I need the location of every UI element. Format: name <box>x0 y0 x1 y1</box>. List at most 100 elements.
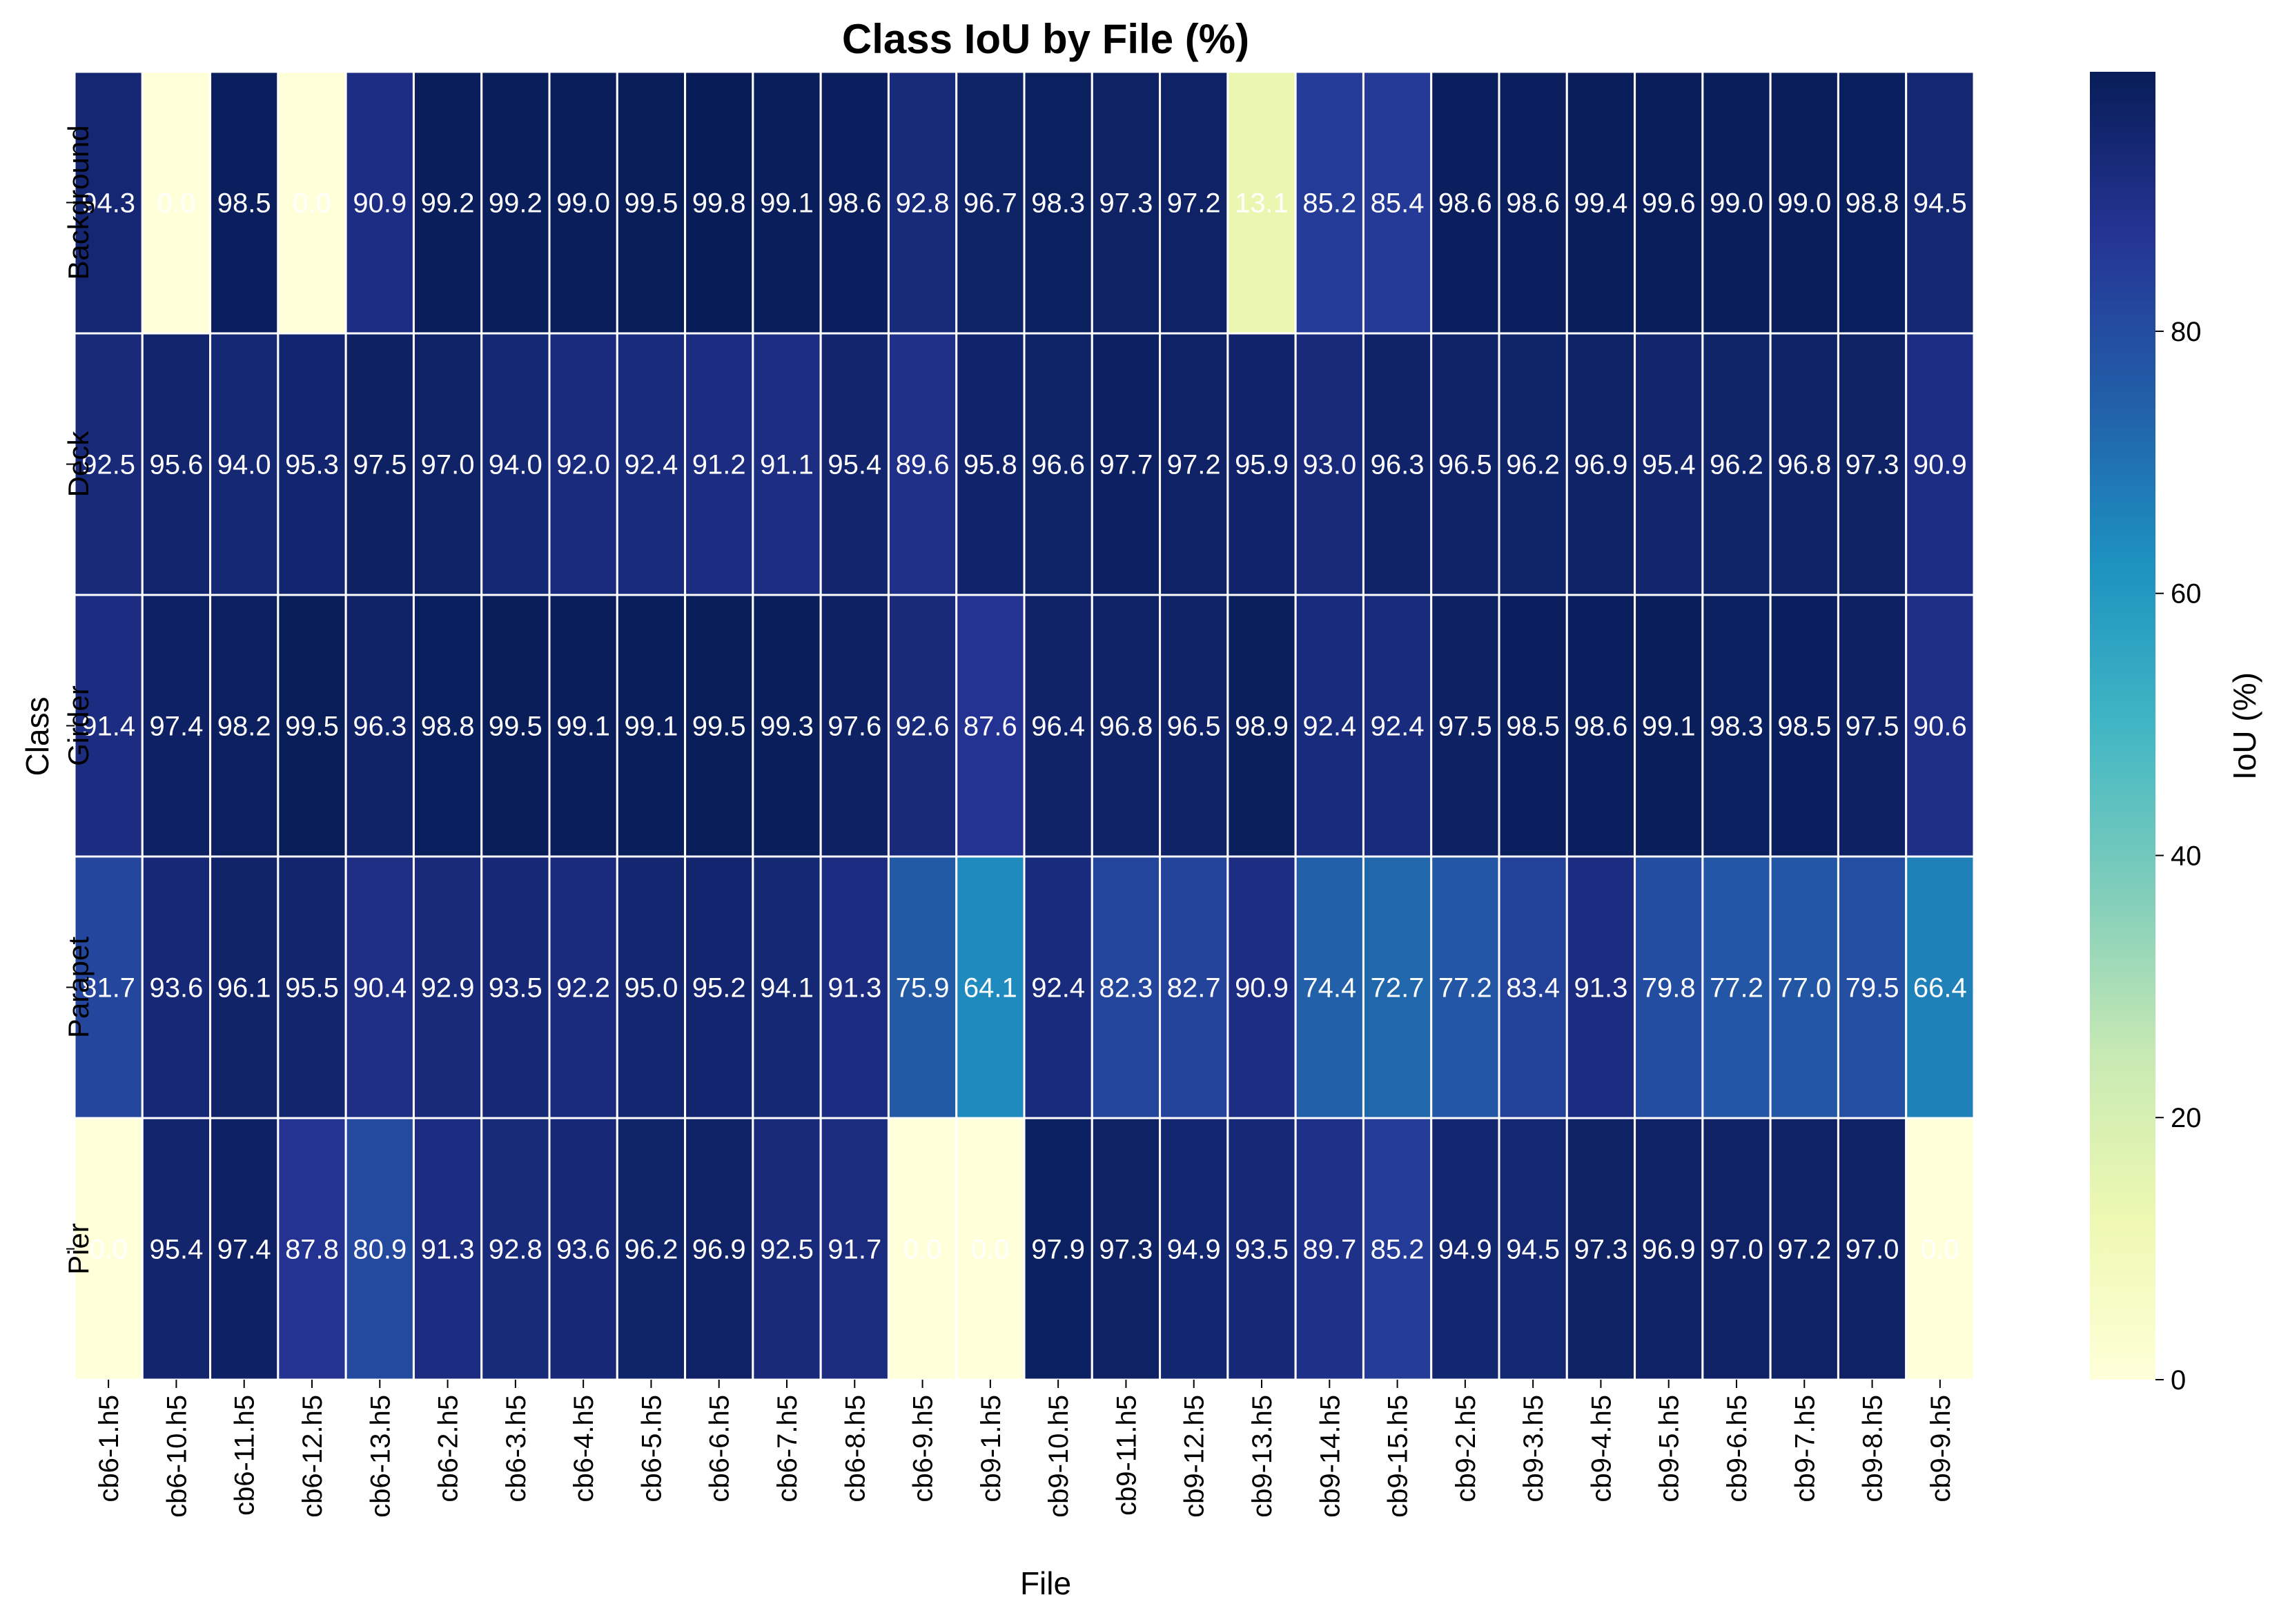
heatmap-cell <box>73 70 144 335</box>
column-tick-label: cb9-7.h5 <box>1790 1395 1820 1503</box>
cell-value-label: 96.3 <box>1371 450 1425 480</box>
cell-value-label: 98.9 <box>1235 712 1289 742</box>
cell-value-label: 72.7 <box>1371 973 1425 1004</box>
cell-value-label: 99.0 <box>1777 188 1831 219</box>
cell-value-label: 97.3 <box>1099 188 1153 219</box>
heatmap-cell <box>548 594 618 858</box>
heatmap-cell <box>1905 332 1975 596</box>
heatmap-cell <box>955 70 1026 335</box>
column-tick-label: cb6-6.h5 <box>705 1395 735 1503</box>
cell-value-label: 90.9 <box>1235 973 1289 1004</box>
cell-value-label: 75.9 <box>896 973 950 1004</box>
column-tick-label: cb6-5.h5 <box>636 1395 667 1503</box>
heatmap-cell <box>480 594 551 858</box>
heatmap-cell <box>1023 855 1093 1119</box>
cell-value-label: 13.1 <box>1235 188 1289 219</box>
cell-value-label: 99.0 <box>1710 188 1763 219</box>
heatmap-cell <box>1090 855 1162 1119</box>
heatmap-cell <box>1090 70 1162 335</box>
column-tick-label: cb9-15.h5 <box>1383 1395 1414 1518</box>
cell-value-label: 92.8 <box>489 1235 542 1265</box>
cell-value-label: 97.0 <box>421 450 475 480</box>
heatmap-cell <box>277 332 347 596</box>
cell-value-label: 77.0 <box>1777 973 1831 1004</box>
heatmap-cell <box>1090 1117 1162 1381</box>
heatmap-cell <box>209 70 280 335</box>
cell-value-label: 96.2 <box>1710 450 1763 480</box>
heatmap-cell <box>73 1117 144 1381</box>
heatmap-cell <box>209 855 280 1119</box>
cell-value-label: 98.5 <box>1777 712 1831 742</box>
chart-title: Class IoU by File (%) <box>842 16 1249 62</box>
cell-value-label: 97.0 <box>1846 1235 1899 1265</box>
heatmap-cell <box>1837 1117 1908 1381</box>
heatmap-cell <box>752 855 822 1119</box>
cell-value-label: 94.9 <box>1167 1235 1221 1265</box>
column-tick-label: cb6-1.h5 <box>94 1395 124 1503</box>
cell-value-label: 98.5 <box>217 188 271 219</box>
cell-value-label: 95.9 <box>1235 450 1289 480</box>
heatmap-cell <box>73 594 144 858</box>
heatmap-cell <box>684 70 754 335</box>
column-tick-label: cb6-10.h5 <box>162 1395 192 1518</box>
cell-value-label: 92.8 <box>896 188 950 219</box>
heatmap-cell <box>1294 332 1365 596</box>
heatmap-cell <box>1565 70 1636 335</box>
cell-value-label: 90.4 <box>353 973 407 1004</box>
heatmap-cell <box>1905 594 1975 858</box>
cell-value-label: 92.9 <box>421 973 475 1004</box>
cell-value-label: 97.2 <box>1777 1235 1831 1265</box>
heatmap-cell <box>412 1117 483 1381</box>
heatmap-cell <box>1498 855 1568 1119</box>
column-tick-label: cb6-11.h5 <box>230 1395 260 1516</box>
row-tick-labels: Background Deck Girder Parapet Pier <box>62 125 95 1274</box>
heatmap-cell <box>887 1117 958 1381</box>
cell-value-label: 94.1 <box>760 973 814 1004</box>
column-tick-label: cb9-13.h5 <box>1247 1395 1278 1518</box>
heatmap-cell <box>1159 332 1229 596</box>
heatmap-cell <box>1090 594 1162 858</box>
cell-value-label: 90.6 <box>1913 712 1967 742</box>
cell-value-label: 92.4 <box>1031 973 1085 1004</box>
heatmap-cell <box>1023 332 1093 596</box>
cell-value-label: 92.6 <box>896 712 950 742</box>
heatmap-cell <box>1905 1117 1975 1381</box>
heatmap-cell <box>1023 594 1093 858</box>
heatmap-cell <box>1159 594 1229 858</box>
cell-value-label: 99.1 <box>760 188 814 219</box>
heatmap-cell <box>684 332 754 596</box>
heatmap-cell <box>955 332 1026 596</box>
cell-value-label: 98.8 <box>421 712 475 742</box>
column-tick-label: cb9-5.h5 <box>1654 1395 1685 1503</box>
heatmap-cell <box>1498 594 1568 858</box>
cell-value-label: 92.4 <box>1371 712 1425 742</box>
cell-value-label: 91.3 <box>421 1235 475 1265</box>
heatmap-cell <box>684 1117 754 1381</box>
cell-value-label: 82.3 <box>1099 973 1153 1004</box>
cell-value-label: 94.9 <box>1438 1235 1492 1265</box>
x-axis-label: File <box>1020 1565 1071 1601</box>
cell-value-label: 96.5 <box>1167 712 1221 742</box>
cell-value-label: 97.4 <box>217 1235 271 1265</box>
cell-value-label: 99.5 <box>285 712 339 742</box>
cell-value-label: 90.9 <box>353 188 407 219</box>
heatmap-cell <box>819 332 890 596</box>
heatmap-cell <box>1905 70 1975 335</box>
heatmap-cell <box>1159 855 1229 1119</box>
cell-value-label: 0.0 <box>293 188 331 219</box>
cell-value-label: 97.5 <box>1438 712 1492 742</box>
column-tick-label: cb9-10.h5 <box>1044 1395 1074 1518</box>
heatmap-cell <box>887 70 958 335</box>
cell-value-label: 99.5 <box>692 712 746 742</box>
cell-value-label: 91.4 <box>81 712 135 742</box>
cell-value-label: 89.6 <box>896 450 950 480</box>
heatmap-cell <box>344 1117 415 1381</box>
cell-value-label: 97.3 <box>1099 1235 1153 1265</box>
heatmap-cell <box>1430 70 1500 335</box>
cell-value-label: 96.9 <box>1574 450 1627 480</box>
heatmap-cell <box>1701 855 1772 1119</box>
y-axis-label: Class <box>19 696 55 776</box>
cell-value-label: 96.2 <box>624 1235 678 1265</box>
cell-value-label: 99.3 <box>760 712 814 742</box>
